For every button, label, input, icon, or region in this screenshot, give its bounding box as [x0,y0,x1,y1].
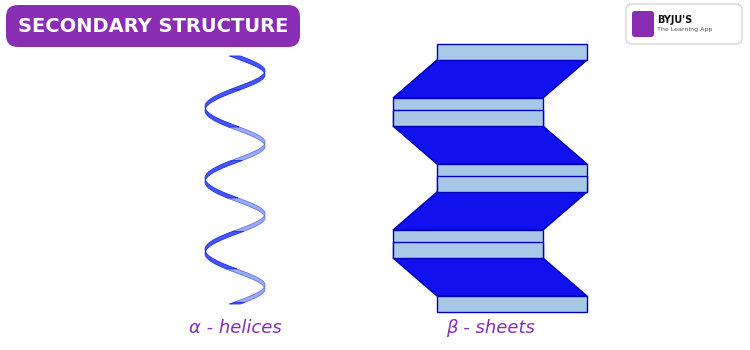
Polygon shape [393,110,543,126]
Text: α - helices: α - helices [189,319,281,337]
Polygon shape [437,164,587,192]
Polygon shape [393,242,543,258]
Polygon shape [229,127,265,160]
FancyBboxPatch shape [632,11,654,37]
Text: The Learning App: The Learning App [657,28,712,33]
Polygon shape [437,296,587,312]
Polygon shape [230,302,244,304]
Polygon shape [437,44,587,60]
Polygon shape [227,198,265,231]
Text: BYJU'S: BYJU'S [657,15,692,25]
Text: β - sheets: β - sheets [446,319,535,337]
Text: SECONDARY STRUCTURE: SECONDARY STRUCTURE [18,16,288,35]
FancyBboxPatch shape [626,4,742,44]
Polygon shape [393,258,587,296]
Polygon shape [226,269,265,302]
Polygon shape [393,60,587,98]
Polygon shape [437,176,587,192]
Polygon shape [205,231,244,269]
Polygon shape [393,98,543,126]
Polygon shape [230,56,265,90]
Polygon shape [205,160,242,198]
Polygon shape [393,230,543,258]
Polygon shape [205,90,241,127]
Polygon shape [393,192,587,230]
FancyBboxPatch shape [6,5,300,47]
Polygon shape [393,126,587,164]
